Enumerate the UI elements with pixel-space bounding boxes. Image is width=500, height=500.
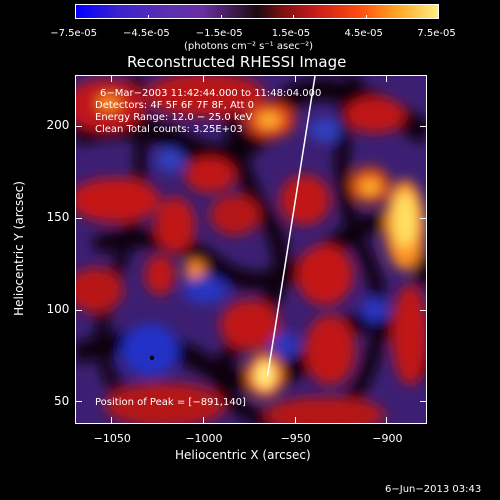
y-tick: [75, 309, 82, 311]
colorbar-tick: [75, 15, 76, 19]
chart-title: Reconstructed RHESSI Image: [127, 53, 347, 71]
y-tick: [420, 217, 427, 219]
y-tick: [420, 309, 427, 311]
x-tick-label: −1050: [93, 432, 131, 445]
annotation-detectors: Detectors: 4F 5F 6F 7F 8F, Att 0: [95, 100, 255, 111]
colorbar-tick: [366, 15, 368, 19]
colorbar-tick: [438, 15, 439, 19]
annotation-clean: Clean Total counts: 3.25E+03: [95, 124, 243, 135]
plot-marks: [149, 75, 316, 377]
y-tick-label: 50: [54, 393, 70, 408]
colorbar-tick: [220, 15, 222, 19]
peak-marker: [149, 355, 155, 361]
annotation-time: 6−Mar−2003 11:42:44.000 to 11:48:04.000: [100, 88, 322, 99]
y-tick-label: 150: [46, 210, 70, 225]
y-tick: [75, 125, 82, 127]
annotation-energy: Energy Range: 12.0 − 25.0 keV: [95, 112, 253, 123]
y-axis-label: Heliocentric Y (arcsec): [11, 181, 26, 316]
y-tick: [75, 217, 82, 219]
x-tick: [111, 417, 113, 424]
colorbar-units: (photons cm⁻² s⁻¹ asec⁻²): [184, 41, 314, 52]
x-tick-label: −950: [280, 432, 311, 445]
x-tick: [386, 75, 388, 82]
colorbar: [75, 4, 439, 19]
x-tick-label: −900: [372, 432, 403, 445]
colorbar-tick: [293, 15, 295, 19]
x-tick: [202, 417, 204, 424]
footer-date: 6−Jun−2013 03:43: [385, 484, 482, 495]
colorbar-tick-label: 4.5e-05: [344, 28, 383, 39]
y-tick-label: 100: [46, 302, 70, 317]
y-tick-label: 200: [46, 118, 70, 133]
heatmap-plot: [75, 75, 427, 424]
x-axis-label: Heliocentric X (arcsec): [175, 448, 311, 462]
annotation-peak: Position of Peak = [−891,140]: [95, 397, 246, 408]
y-tick: [420, 401, 427, 403]
colorbar-tick-label: 7.5e-05: [417, 28, 456, 39]
x-tick: [294, 75, 296, 82]
heatmap-svg: [75, 75, 427, 424]
x-tick: [294, 417, 296, 424]
colorbar-tick-label: −7.5e-05: [50, 28, 97, 39]
solar-limb-line: [266, 75, 316, 377]
x-tick-label: −1000: [185, 432, 223, 445]
y-tick: [75, 401, 82, 403]
x-tick: [386, 417, 388, 424]
x-tick: [111, 75, 113, 82]
colorbar-tick-label: −4.5e-05: [123, 28, 170, 39]
x-tick: [202, 75, 204, 82]
y-tick: [420, 125, 427, 127]
colorbar-tick-label: −1.5e-05: [195, 28, 243, 39]
colorbar-tick-label: 1.5e-05: [271, 28, 311, 39]
intensity-blobs: [75, 75, 427, 424]
colorbar-tick: [147, 15, 149, 19]
